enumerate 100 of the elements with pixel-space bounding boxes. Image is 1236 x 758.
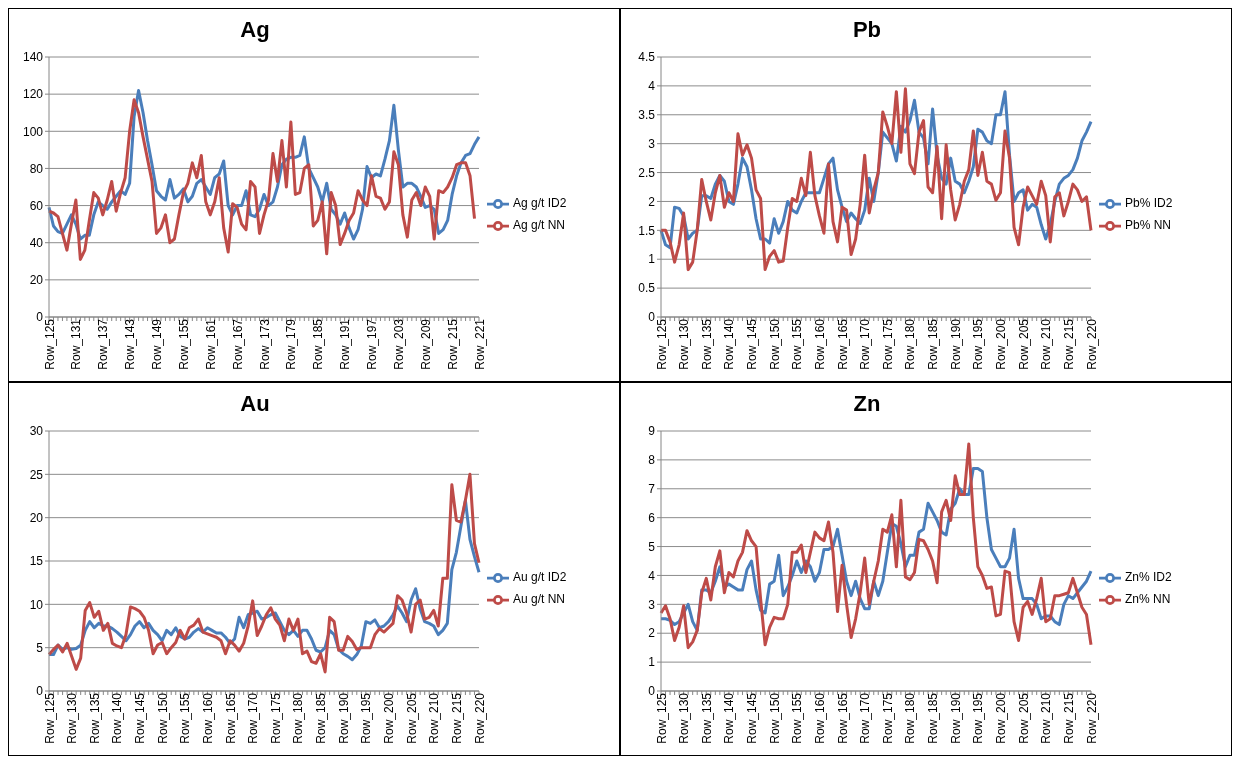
x-tick-label: Row_170 bbox=[246, 692, 261, 744]
legend-label: Pb% NN bbox=[1125, 218, 1172, 233]
x-tick-label: Row_215 bbox=[445, 318, 460, 370]
x-tick-label: Row_140 bbox=[722, 318, 737, 370]
x-tick-label: Row_131 bbox=[69, 318, 84, 370]
x-tick-label: Row_160 bbox=[812, 692, 827, 744]
y-tick-label: 2 bbox=[648, 194, 656, 209]
y-tick-label: 0.5 bbox=[638, 281, 656, 296]
y-tick-label: 8 bbox=[648, 453, 656, 468]
legend-label: Ag g/t NN bbox=[513, 218, 566, 233]
y-tick-label: 5 bbox=[36, 640, 44, 655]
x-tick-label: Row_220 bbox=[472, 692, 487, 744]
x-tick-label: Row_125 bbox=[42, 692, 57, 744]
y-tick-label: 25 bbox=[29, 467, 44, 482]
x-tick-label: Row_197 bbox=[365, 318, 380, 370]
x-tick-label: Row_200 bbox=[993, 692, 1008, 744]
x-tick-label: Row_220 bbox=[1084, 318, 1099, 370]
x-tick-label: Row_145 bbox=[745, 692, 760, 744]
x-tick-label: Row_155 bbox=[176, 318, 191, 370]
x-tick-label: Row_160 bbox=[812, 318, 827, 370]
x-tick-label: Row_165 bbox=[223, 692, 238, 744]
x-tick-label: Row_125 bbox=[654, 318, 669, 370]
y-tick-label: 1.5 bbox=[638, 223, 656, 238]
x-tick-label: Row_135 bbox=[699, 318, 714, 370]
chart-title: Ag bbox=[239, 16, 271, 44]
line-series bbox=[659, 442, 1093, 650]
x-tick-label: Row_135 bbox=[699, 692, 714, 744]
y-tick-label: 30 bbox=[29, 424, 44, 439]
x-tick-label: Row_185 bbox=[926, 318, 941, 370]
x-tick-label: Row_167 bbox=[230, 318, 245, 370]
y-tick-label: 1 bbox=[648, 655, 656, 670]
y-tick-label: 0 bbox=[36, 310, 44, 325]
x-tick-label: Row_150 bbox=[767, 318, 782, 370]
x-tick-label: Row_130 bbox=[677, 318, 692, 370]
y-tick-label: 0 bbox=[648, 684, 656, 699]
y-tick-label: 20 bbox=[29, 510, 44, 525]
legend-label: Au g/t ID2 bbox=[513, 570, 567, 585]
x-tick-label: Row_137 bbox=[96, 318, 111, 370]
y-tick-label: 80 bbox=[29, 161, 44, 176]
x-tick-label: Row_220 bbox=[1084, 692, 1099, 744]
y-tick-label: 5 bbox=[648, 539, 656, 554]
x-tick-label: Row_215 bbox=[1061, 318, 1076, 370]
x-tick-label: Row_200 bbox=[993, 318, 1008, 370]
x-tick-label: Row_190 bbox=[336, 692, 351, 744]
legend-label: Pb% ID2 bbox=[1125, 196, 1173, 211]
x-tick-label: Row_195 bbox=[359, 692, 374, 744]
x-tick-label: Row_140 bbox=[722, 692, 737, 744]
x-tick-label: Row_210 bbox=[1039, 318, 1054, 370]
x-tick-label: Row_175 bbox=[268, 692, 283, 744]
y-tick-label: 9 bbox=[648, 424, 656, 439]
x-tick-label: Row_200 bbox=[381, 692, 396, 744]
x-tick-label: Row_205 bbox=[1016, 692, 1031, 744]
y-tick-label: 20 bbox=[29, 273, 44, 288]
x-tick-label: Row_215 bbox=[449, 692, 464, 744]
x-tick-label: Row_185 bbox=[314, 692, 329, 744]
x-tick-label: Row_150 bbox=[155, 692, 170, 744]
x-tick-label: Row_180 bbox=[903, 318, 918, 370]
x-tick-label: Row_195 bbox=[971, 318, 986, 370]
y-tick-label: 3 bbox=[648, 597, 656, 612]
x-tick-label: Row_140 bbox=[110, 692, 125, 744]
x-tick-label: Row_175 bbox=[880, 692, 895, 744]
x-tick-label: Row_170 bbox=[858, 318, 873, 370]
y-tick-label: 120 bbox=[22, 87, 44, 102]
x-tick-label: Row_205 bbox=[1016, 318, 1031, 370]
y-tick-label: 140 bbox=[22, 50, 44, 65]
y-tick-label: 60 bbox=[29, 198, 44, 213]
x-tick-label: Row_170 bbox=[858, 692, 873, 744]
line-series bbox=[47, 472, 481, 674]
x-tick-label: Row_209 bbox=[418, 318, 433, 370]
y-tick-label: 4 bbox=[648, 79, 656, 94]
line-series bbox=[47, 98, 477, 261]
x-tick-label: Row_203 bbox=[391, 318, 406, 370]
x-tick-label: Row_210 bbox=[427, 692, 442, 744]
x-tick-label: Row_215 bbox=[1061, 692, 1076, 744]
x-tick-label: Row_185 bbox=[926, 692, 941, 744]
legend-label: Au g/t NN bbox=[513, 592, 566, 607]
chart-title: Pb bbox=[851, 16, 883, 44]
x-tick-label: Row_125 bbox=[42, 318, 57, 370]
x-tick-label: Row_125 bbox=[654, 692, 669, 744]
x-tick-label: Row_161 bbox=[203, 318, 218, 370]
y-tick-label: 1 bbox=[648, 252, 656, 267]
y-tick-label: 2.5 bbox=[638, 165, 656, 180]
y-tick-label: 4.5 bbox=[638, 50, 656, 65]
x-tick-label: Row_180 bbox=[291, 692, 306, 744]
x-tick-label: Row_195 bbox=[971, 692, 986, 744]
x-tick-label: Row_155 bbox=[178, 692, 193, 744]
x-tick-label: Row_130 bbox=[65, 692, 80, 744]
chart-title: Zn bbox=[852, 390, 882, 418]
y-tick-label: 7 bbox=[648, 482, 656, 497]
x-tick-label: Row_160 bbox=[200, 692, 215, 744]
x-tick-label: Row_130 bbox=[677, 692, 692, 744]
x-tick-label: Row_150 bbox=[767, 692, 782, 744]
y-tick-label: 6 bbox=[648, 510, 656, 525]
y-tick-label: 4 bbox=[648, 568, 656, 583]
x-tick-label: Row_165 bbox=[835, 692, 850, 744]
x-tick-label: Row_185 bbox=[311, 318, 326, 370]
x-tick-label: Row_190 bbox=[948, 692, 963, 744]
x-tick-label: Row_155 bbox=[790, 692, 805, 744]
y-tick-label: 3 bbox=[648, 136, 656, 151]
legend-label: Ag g/t ID2 bbox=[513, 196, 567, 211]
